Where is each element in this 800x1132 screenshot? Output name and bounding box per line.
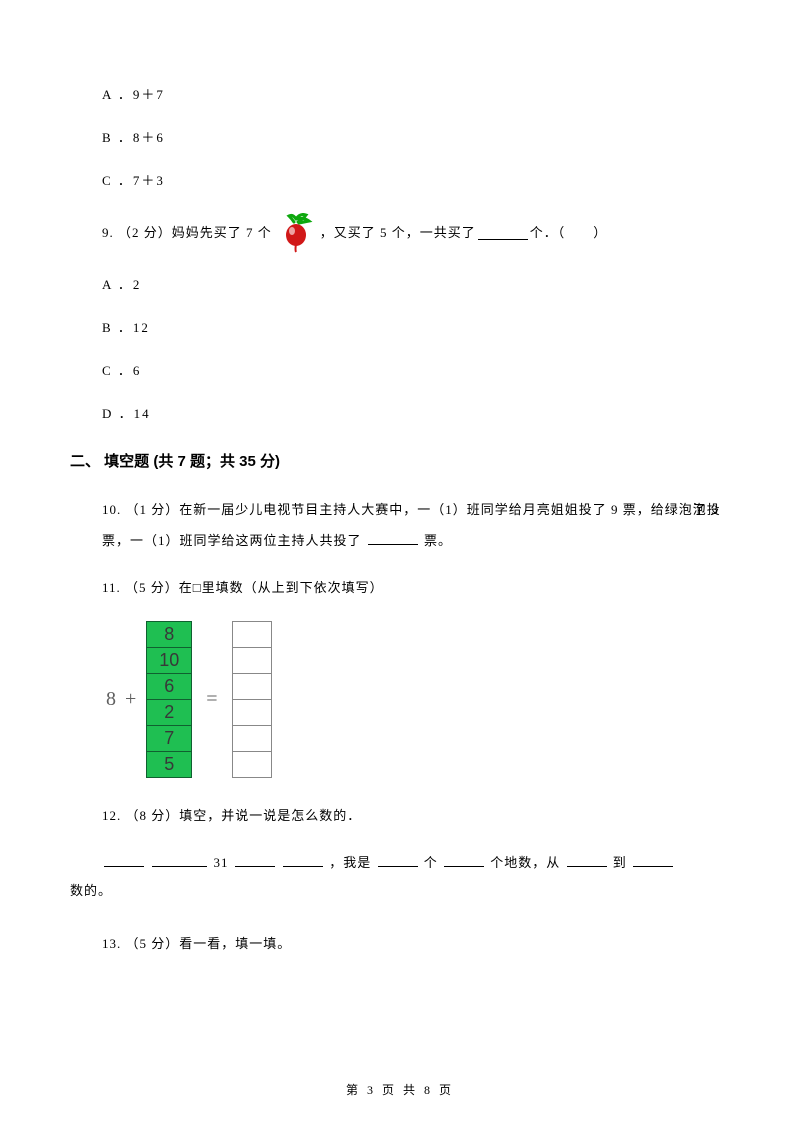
footer-total: 8 bbox=[424, 1083, 433, 1097]
question-10: 10. （1 分）在新一届少儿电视节目主持人大赛中，一（1）班同学给月亮姐姐投了… bbox=[102, 494, 730, 556]
green-cell: 8 bbox=[146, 621, 192, 648]
q12-tail: 数的。 bbox=[70, 883, 112, 898]
q12-blank[interactable] bbox=[152, 853, 207, 867]
answer-cell[interactable] bbox=[232, 725, 272, 752]
green-cell: 5 bbox=[146, 751, 192, 778]
q9-option-c: C ．6 bbox=[102, 361, 730, 382]
q11-equals: = bbox=[206, 683, 217, 715]
q9-option-b: B ．12 bbox=[102, 318, 730, 339]
green-cell: 7 bbox=[146, 725, 192, 752]
answer-cell[interactable] bbox=[232, 647, 272, 674]
answer-cell[interactable] bbox=[232, 751, 272, 778]
q12-blank[interactable] bbox=[378, 853, 418, 867]
q9-blank[interactable] bbox=[478, 226, 528, 240]
q12-woshi: ，我是 bbox=[329, 855, 371, 870]
answer-cell[interactable] bbox=[232, 699, 272, 726]
option-c-prev: C ．7＋3 bbox=[102, 171, 730, 192]
q9-mid: ，又买了 5 个，一共买了 bbox=[320, 223, 476, 244]
q10-part3: 票。 bbox=[424, 533, 452, 548]
q10-blank[interactable] bbox=[368, 531, 418, 545]
green-cell: 2 bbox=[146, 699, 192, 726]
green-cell: 10 bbox=[146, 647, 192, 674]
q12-blank[interactable] bbox=[633, 853, 673, 867]
q12-31: 31 bbox=[214, 855, 229, 870]
q12-blank[interactable] bbox=[444, 853, 484, 867]
q12-gedishu: 个地数，从 bbox=[490, 855, 560, 870]
q12-blank[interactable] bbox=[104, 853, 144, 867]
q9-suffix: 个．（ ） bbox=[530, 223, 608, 244]
q12-ge: 个 bbox=[424, 855, 438, 870]
q11-white-column bbox=[232, 621, 272, 778]
footer-current: 3 bbox=[367, 1083, 376, 1097]
question-9: 9. （2 分）妈妈先买了 7 个 ，又买了 5 个，一共买了 个．（ ） bbox=[102, 213, 730, 253]
question-13: 13. （5 分）看一看，填一填。 bbox=[102, 934, 730, 955]
green-cell: 6 bbox=[146, 673, 192, 700]
footer-post: 页 bbox=[439, 1083, 454, 1097]
page-footer: 第 3 页 共 8 页 bbox=[0, 1081, 800, 1100]
q9-prefix: 9. （2 分）妈妈先买了 7 个 bbox=[102, 223, 272, 244]
footer-mid: 页 共 bbox=[382, 1083, 418, 1097]
q12-blank[interactable] bbox=[283, 853, 323, 867]
q9-option-a: A ．2 bbox=[102, 275, 730, 296]
radish-icon bbox=[276, 213, 316, 253]
q12-dao: 到 bbox=[613, 855, 627, 870]
q10-part1: 10. （1 分）在新一届少儿电视节目主持人大赛中，一（1）班同学给月亮姐姐投了… bbox=[102, 502, 721, 517]
question-11: 11. （5 分）在□里填数（从上到下依次填写） bbox=[102, 578, 730, 599]
section-2-header: 二、 填空题 (共 7 题；共 35 分) bbox=[70, 450, 730, 474]
option-a-prev: A ．9＋7 bbox=[102, 85, 730, 106]
answer-cell[interactable] bbox=[232, 621, 272, 648]
footer-pre: 第 bbox=[346, 1083, 361, 1097]
q12-blank[interactable] bbox=[567, 853, 607, 867]
question-12: 12. （8 分）填空，并说一说是怎么数的． bbox=[102, 806, 730, 827]
q11-prefix: 8 + bbox=[106, 683, 138, 715]
option-b-prev: B ．8＋6 bbox=[102, 128, 730, 149]
q12-blank[interactable] bbox=[235, 853, 275, 867]
q11-figure: 8 + 8 10 6 2 7 5 = bbox=[106, 621, 730, 778]
q12-fill-line: 31 ，我是 个 个地数，从 到 数的。 bbox=[102, 849, 730, 906]
q11-green-column: 8 10 6 2 7 5 bbox=[146, 621, 192, 778]
answer-cell[interactable] bbox=[232, 673, 272, 700]
q9-option-d: D ．14 bbox=[102, 404, 730, 425]
